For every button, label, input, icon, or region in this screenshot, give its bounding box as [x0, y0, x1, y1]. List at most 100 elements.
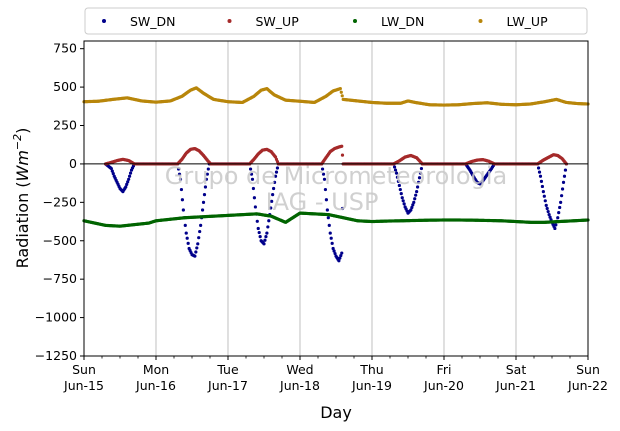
point-SW_DN: [250, 177, 255, 181]
x-tick-date-1: Jun-16: [135, 378, 176, 393]
point-SW_DN: [253, 205, 257, 209]
point-SW_DN: [257, 230, 261, 235]
point-SW_DN: [401, 199, 405, 203]
x-tick-weekday-4: Thu: [359, 362, 383, 377]
point-SW_DN: [206, 167, 210, 171]
point-SW_DN: [127, 177, 131, 181]
point-SW_DN: [176, 167, 181, 171]
point-LW_UP: [340, 94, 344, 98]
point-SW_DN: [411, 203, 415, 207]
point-SW_DN: [538, 174, 543, 178]
point-SW_DN: [540, 184, 545, 189]
x-tick-weekday-5: Fri: [437, 362, 452, 377]
point-SW_DN: [331, 246, 335, 251]
point-SW_DN: [204, 177, 208, 181]
x-tick-date-5: Jun-20: [423, 378, 464, 393]
point-SW_DN: [248, 167, 253, 171]
point-SW_DN: [419, 166, 424, 171]
point-SW_DN: [275, 166, 280, 170]
point-SW_DN: [402, 202, 406, 206]
point-SW_DN: [179, 187, 184, 192]
point-SW_DN: [561, 180, 566, 184]
legend-label-LW_DN: LW_DN: [381, 14, 424, 29]
x-tick-date-4: Jun-19: [351, 378, 392, 393]
point-SW_DN: [338, 256, 342, 260]
point-SW_DN: [255, 219, 259, 223]
point-SW_DN: [392, 165, 397, 169]
point-SW_DN: [324, 198, 328, 202]
point-SW_DN: [111, 172, 115, 176]
point-SW_DN: [323, 187, 328, 192]
point-SW_DN: [548, 215, 552, 219]
point-SW_DN: [266, 225, 270, 229]
watermark-line-1: Grupo de Micrometeorologia: [165, 162, 507, 190]
point-SW_DN: [177, 172, 182, 176]
point-SW_DN: [193, 254, 197, 258]
x-tick-weekday-2: Tue: [216, 362, 239, 377]
point-SW_DN: [332, 249, 336, 253]
x-tick-date-7: Jun-22: [567, 378, 608, 393]
point-SW_DN: [409, 208, 413, 212]
point-SW_DN: [252, 196, 256, 200]
point-SW_DN: [262, 242, 266, 246]
x-tick-date-6: Jun-21: [495, 378, 536, 393]
x-tick-weekday-1: Mon: [143, 362, 169, 377]
point-SW_DN: [393, 168, 398, 172]
point-SW_DN: [340, 251, 344, 255]
legend-label-LW_UP: LW_UP: [507, 14, 549, 29]
point-SW_DN: [543, 199, 547, 203]
y-axis-label-exponent: −2: [11, 134, 24, 150]
point-SW_DN: [395, 175, 400, 179]
point-SW_DN: [270, 199, 274, 203]
point-SW_DN: [554, 223, 558, 227]
point-SW_DN: [271, 193, 275, 197]
point-SW_DN: [325, 208, 329, 212]
x-tick-weekday-0: Sun: [72, 362, 96, 377]
point-SW_DN: [340, 206, 345, 211]
point-SW_DN: [546, 209, 550, 214]
point-SW_DN: [263, 238, 267, 242]
y-tick-label-4: −250: [43, 194, 77, 209]
point-SW_DN: [397, 183, 401, 188]
legend-marker-SW_UP: [227, 19, 232, 23]
point-SW_DN: [418, 171, 423, 175]
point-SW_DN: [414, 193, 418, 197]
legend-marker-LW_UP: [478, 19, 483, 23]
legend-marker-LW_DN: [353, 19, 357, 23]
point-SW_DN: [416, 180, 421, 184]
plot-area: [84, 41, 588, 356]
point-SW_DN: [186, 241, 190, 245]
point-SW_DN: [536, 166, 541, 170]
point-SW_DN: [110, 169, 114, 173]
point-SW_DN: [181, 208, 185, 212]
y-tick-label-0: 750: [53, 41, 77, 56]
point-SW_DN: [194, 250, 198, 254]
series-LW_UP: [82, 86, 590, 107]
point-SW_DN: [196, 242, 200, 246]
point-SW_DN: [560, 187, 565, 191]
point-SW_DN: [560, 194, 564, 198]
point-SW_DN: [398, 187, 402, 192]
y-tick-label-3: 0: [69, 156, 77, 171]
point-SW_DN: [396, 179, 400, 183]
legend-label-SW_DN: SW_DN: [130, 14, 176, 29]
point-SW_DN: [180, 198, 184, 202]
point-SW_DN: [410, 205, 414, 210]
x-tick-date-0: Jun-15: [63, 378, 104, 393]
point-SW_DN: [417, 176, 422, 180]
point-SW_DN: [128, 171, 133, 175]
point-SW_DN: [563, 168, 568, 172]
point-SW_DN: [184, 231, 188, 235]
point-SW_DN: [322, 177, 327, 181]
x-tick-weekday-6: Sat: [506, 362, 527, 377]
point-SW_DN: [201, 200, 206, 204]
point-SW_DN: [178, 177, 183, 181]
x-axis-label: Day: [320, 403, 352, 422]
point-SW_UP: [340, 153, 345, 157]
y-tick-label-5: −500: [43, 233, 77, 248]
point-SW_DN: [329, 236, 333, 240]
point-LW_UP: [339, 90, 343, 94]
y-tick-label-8: −1250: [35, 348, 77, 363]
point-SW_DN: [339, 254, 343, 258]
